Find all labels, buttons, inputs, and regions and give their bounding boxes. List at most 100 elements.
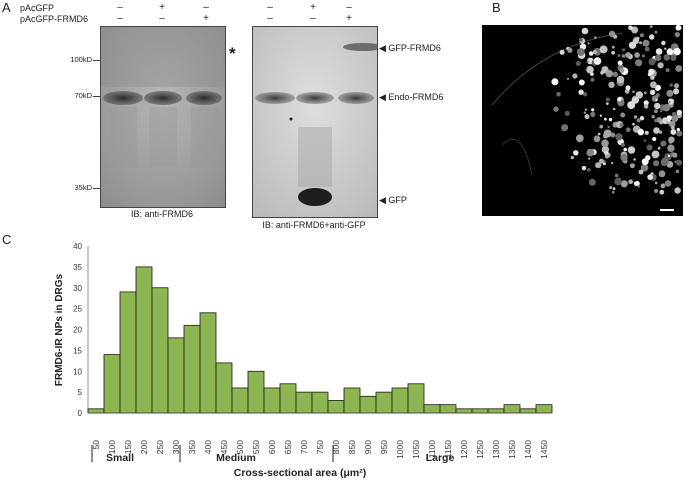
neuron-soma — [652, 136, 657, 142]
histogram-bar — [391, 387, 409, 414]
neuron-soma — [632, 122, 635, 126]
x-tick-label: 50 — [91, 440, 101, 450]
histogram-bar — [343, 387, 361, 414]
neuron-soma — [628, 25, 633, 31]
neuron-soma — [564, 110, 570, 116]
neuron-soma — [649, 34, 655, 40]
neuron-soma — [647, 72, 652, 77]
neuron-soma — [676, 130, 683, 137]
neuron-soma — [578, 79, 585, 86]
neuron-soma — [627, 146, 636, 154]
x-tick-label: 900 — [363, 440, 373, 454]
neuron-soma — [644, 91, 647, 95]
neuron-soma — [667, 98, 675, 105]
neuron-soma — [596, 49, 600, 53]
neuron-soma — [626, 127, 631, 132]
neuron-soma — [636, 118, 641, 123]
x-tick-label: 1450 — [539, 440, 549, 459]
histogram-bar — [487, 408, 505, 414]
x-tick-label: 100 — [107, 440, 117, 454]
neuron-soma — [621, 48, 626, 52]
neuron-soma — [654, 102, 661, 110]
y-tick-label: 15 — [73, 346, 82, 355]
lane-mark: + — [346, 13, 352, 24]
mw-marker-70: 70kD — [74, 91, 92, 100]
neuron-soma — [649, 25, 653, 29]
neuron-soma — [663, 54, 671, 61]
neuron-soma — [666, 48, 674, 56]
neuron-soma — [667, 118, 671, 122]
panel-label-c: C — [2, 232, 12, 247]
neuron-soma — [643, 139, 647, 142]
neuron-soma — [625, 85, 631, 91]
neuron-soma — [582, 92, 588, 97]
neuron-soma — [592, 50, 597, 54]
lane-mark: – — [117, 2, 123, 13]
neuron-soma — [623, 147, 627, 152]
neuron-soma — [647, 174, 654, 181]
histogram-bar — [503, 404, 521, 414]
neuron-soma — [613, 34, 618, 39]
y-tick-label: 25 — [73, 305, 82, 314]
neuron-soma — [673, 89, 679, 95]
size-distribution-chart: 0 5 10 15 20 25 30 35 40 50 100 150 200 250 300 350 400 4… — [54, 242, 553, 479]
neuron-soma — [666, 89, 674, 97]
neuron-soma — [669, 83, 673, 87]
y-tick-label: 0 — [78, 409, 83, 418]
histogram-bar — [359, 395, 377, 414]
histogram-bar — [103, 354, 121, 414]
neuron-soma — [603, 160, 607, 163]
label-gfp-frmd6-text: GFP-FRMD6 — [388, 43, 441, 53]
neuron-soma — [640, 164, 649, 172]
size-group-label: Small — [106, 452, 134, 464]
neuron-soma — [675, 24, 682, 31]
x-tick-label: 500 — [235, 440, 245, 454]
neuron-soma — [619, 68, 625, 73]
neuron-soma — [588, 51, 594, 56]
y-axis-title: FRMD6-IR NPs in DRGs — [54, 273, 65, 386]
neuron-soma — [603, 129, 612, 138]
x-tick-label: 700 — [299, 440, 309, 454]
neuron-soma — [620, 153, 628, 162]
histogram-bar — [535, 404, 553, 414]
neuron-soma — [611, 190, 615, 194]
histogram-bar — [439, 404, 457, 414]
neuron-soma — [635, 59, 643, 67]
y-tick-label: 20 — [73, 326, 82, 335]
neuron-soma — [670, 129, 677, 135]
neuron-soma — [576, 48, 585, 56]
blot-left-caption: IB: anti-FRMD6 — [130, 209, 193, 219]
x-tick-label: 750 — [315, 440, 325, 454]
x-tick-label: 550 — [251, 440, 261, 454]
neuron-soma — [605, 69, 613, 78]
neuron-soma — [605, 97, 610, 102]
lane-mark: – — [310, 13, 316, 24]
x-tick-label: 450 — [219, 440, 229, 454]
neuron-soma — [561, 124, 569, 132]
neuron-soma — [664, 180, 672, 187]
row-label-pacgfp-frmd6: pAcGFP-FRMD6 — [20, 14, 89, 24]
neuron-soma — [583, 111, 586, 114]
neuron-soma — [606, 102, 609, 105]
x-tick-label: 650 — [283, 440, 293, 454]
label-gfp: ◀ GFP — [379, 195, 407, 205]
neuron-soma — [611, 45, 615, 49]
y-tick-label: 35 — [73, 263, 82, 272]
histogram-bar — [407, 383, 425, 414]
neuron-soma — [674, 32, 680, 38]
neuron-soma — [637, 129, 644, 136]
neuron-soma — [654, 54, 662, 62]
neuron-soma — [655, 48, 663, 55]
y-tick-label: 40 — [73, 242, 82, 251]
neuron-soma — [608, 117, 613, 122]
neuron-soma — [661, 40, 666, 46]
histogram-bar — [375, 391, 393, 414]
neuron-soma — [620, 142, 625, 147]
y-tick-label: 10 — [73, 367, 82, 376]
neuron-soma — [633, 158, 636, 161]
histogram-bar — [263, 387, 281, 414]
neuron-soma — [614, 173, 619, 178]
histogram-bar — [231, 387, 249, 414]
mw-tick — [93, 60, 100, 61]
histogram-bar — [135, 266, 153, 414]
